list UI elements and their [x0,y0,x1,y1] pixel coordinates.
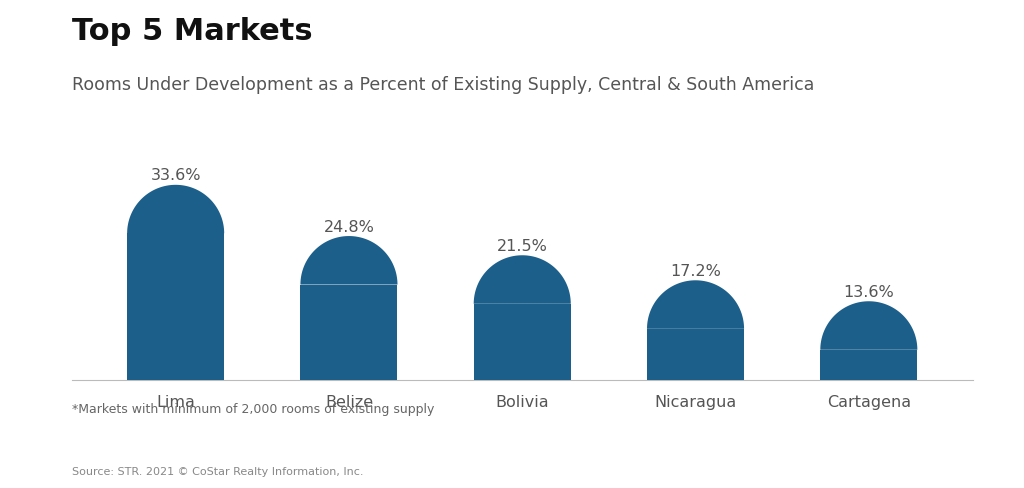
Text: 24.8%: 24.8% [324,219,375,234]
Polygon shape [647,281,744,329]
Text: 33.6%: 33.6% [151,168,201,183]
Polygon shape [820,302,918,350]
Bar [300,285,397,381]
Text: Rooms Under Development as a Percent of Existing Supply, Central & South America: Rooms Under Development as a Percent of … [72,76,814,94]
Bar [127,234,224,381]
Polygon shape [300,237,397,285]
Text: Top 5 Markets: Top 5 Markets [72,17,312,46]
Polygon shape [474,256,570,304]
Text: 21.5%: 21.5% [497,239,548,253]
Bar [820,350,918,381]
Text: Source: STR. 2021 © CoStar Realty Information, Inc.: Source: STR. 2021 © CoStar Realty Inform… [72,466,364,476]
Polygon shape [127,185,224,234]
Text: *Markets with minimum of 2,000 rooms of existing supply: *Markets with minimum of 2,000 rooms of … [72,403,434,416]
Text: 13.6%: 13.6% [844,285,894,299]
Bar [474,304,570,381]
Text: 17.2%: 17.2% [670,264,721,278]
Bar [647,329,744,381]
